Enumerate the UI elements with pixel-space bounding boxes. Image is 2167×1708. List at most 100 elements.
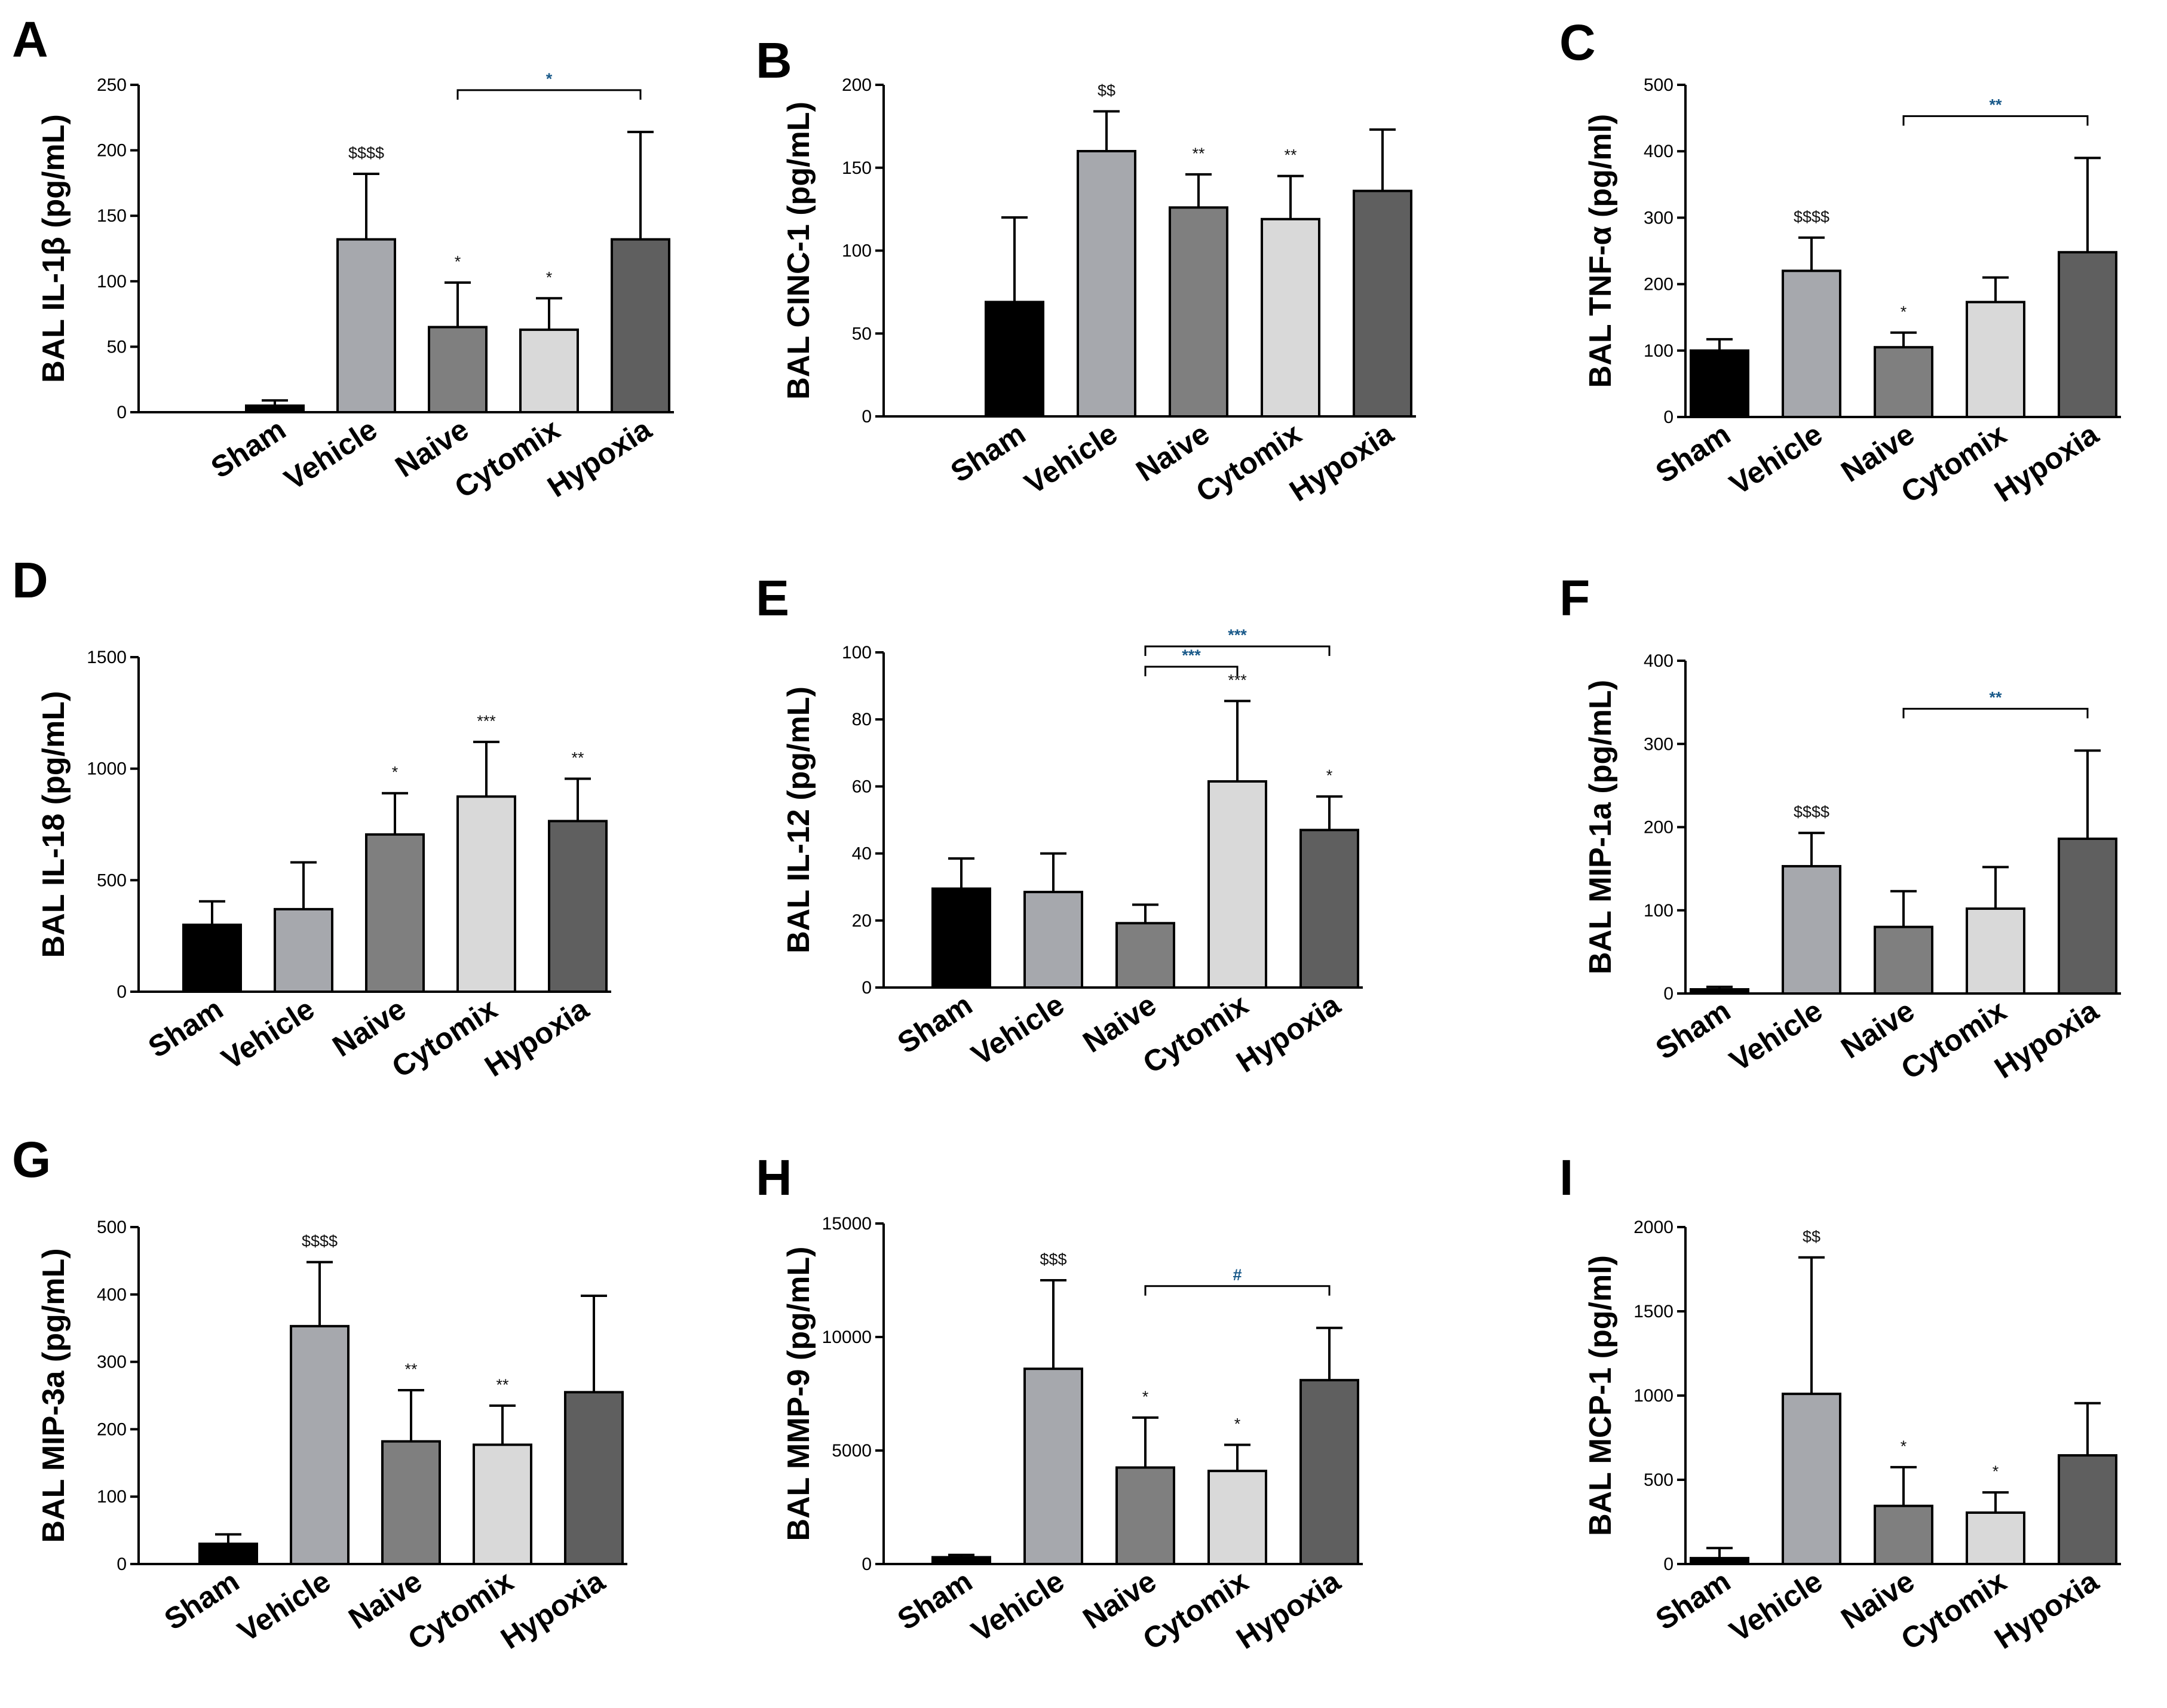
bar-naive xyxy=(1874,1504,1933,1565)
bar-sham xyxy=(931,1556,991,1566)
y-tick-label: 0 xyxy=(117,982,127,1002)
y-tick-label: 0 xyxy=(117,403,127,422)
y-tick-label: 300 xyxy=(97,1353,127,1372)
y-axis-title: BAL IL-1β (pg/mL) xyxy=(36,114,71,383)
bar-sham xyxy=(182,924,242,993)
y-axis-title: BAL MCP-1 (pg/ml) xyxy=(1583,1255,1618,1536)
bar-naive xyxy=(1169,206,1228,418)
x-category-label: Vehicle xyxy=(1724,417,1828,501)
bar-sham xyxy=(1690,349,1749,418)
bar-vehicle xyxy=(1782,864,1841,995)
x-category-label: Cytomix xyxy=(1137,1564,1254,1657)
x-category-label: Hypoxia xyxy=(1988,993,2105,1085)
x-category-label: Hypoxia xyxy=(1988,417,2105,509)
x-category-label: Vehicle xyxy=(1019,416,1123,501)
significance-label: ** xyxy=(404,1360,418,1378)
comparison-bracket xyxy=(1144,1285,1331,1296)
significance-label: ** xyxy=(571,749,584,766)
bar-naive xyxy=(1115,1466,1175,1565)
y-tick-label: 0 xyxy=(862,407,872,427)
y-tick-label: 0 xyxy=(862,1554,872,1574)
bar-cytomix xyxy=(1966,300,2025,418)
y-tick-label: 20 xyxy=(852,911,872,931)
x-category-label: Cytomix xyxy=(1895,1564,2012,1657)
bracket-significance-label: *** xyxy=(1182,646,1201,664)
x-category-label: Sham xyxy=(1650,417,1736,489)
bar-vehicle xyxy=(1023,1367,1083,1565)
x-category-label: Hypoxia xyxy=(495,1564,611,1656)
bracket-significance-label: ** xyxy=(1989,688,2002,706)
panel-letter: G xyxy=(12,1131,51,1188)
bar-vehicle xyxy=(1782,269,1841,418)
significance-label: ** xyxy=(1192,145,1205,162)
bar-hypoxia xyxy=(1299,829,1359,989)
significance-label: * xyxy=(546,268,553,286)
y-tick-label: 1500 xyxy=(87,648,127,667)
panel-e: E BAL IL-12 (pg/mL) 0 20 40 60 80 100 ShamVehicl… xyxy=(756,570,1363,1080)
panel-letter: C xyxy=(1559,14,1596,70)
bar-sham xyxy=(198,1543,258,1565)
bar-cytomix xyxy=(1207,780,1267,989)
y-tick-label: 100 xyxy=(1644,901,1673,921)
panel-c: C BAL TNF-α (pg/ml) 0 100 200 300 400 500 Sham $$… xyxy=(1559,14,2121,510)
y-tick-label: 100 xyxy=(97,272,127,292)
significance-label: * xyxy=(1326,766,1333,784)
y-axis-title: BAL MMP-9 (pg/mL) xyxy=(781,1247,816,1541)
panel-letter: A xyxy=(12,11,48,68)
bar-vehicle xyxy=(336,238,396,413)
bar-sham xyxy=(1690,988,1749,995)
bar-cytomix xyxy=(519,328,579,413)
x-category-label: Vehicle xyxy=(966,988,1070,1072)
panel-i: I BAL MCP-1 (pg/ml) 0 500 1000 1500 2000 Sham $$… xyxy=(1559,1149,2121,1657)
y-axis-title: BAL IL-12 (pg/mL) xyxy=(781,686,816,953)
significance-label: * xyxy=(1901,1437,1907,1455)
y-tick-label: 200 xyxy=(1644,275,1673,295)
bracket-significance-label: ** xyxy=(1989,96,2002,114)
y-tick-label: 10000 xyxy=(822,1327,872,1347)
y-axis-title: BAL MIP-3a (pg/mL) xyxy=(36,1248,71,1543)
comparison-bracket xyxy=(456,89,642,100)
x-category-label: Cytomix xyxy=(449,412,566,505)
panel-letter: H xyxy=(756,1149,792,1206)
y-tick-label: 1000 xyxy=(87,759,127,779)
panel-letter: D xyxy=(12,552,48,608)
bar-vehicle xyxy=(1023,891,1083,989)
bar-cytomix xyxy=(1207,1470,1267,1565)
y-tick-label: 100 xyxy=(1644,341,1673,361)
y-tick-label: 500 xyxy=(1644,1470,1673,1490)
x-category-label: Cytomix xyxy=(1895,993,2012,1086)
x-category-label: Cytomix xyxy=(402,1564,519,1657)
y-axis-title: BAL TNF-α (pg/ml) xyxy=(1583,114,1618,388)
bar-vehicle xyxy=(1782,1393,1841,1565)
y-tick-label: 150 xyxy=(842,158,872,178)
significance-label: * xyxy=(455,253,461,271)
bar-sham xyxy=(985,300,1044,418)
significance-label: $$$$ xyxy=(1794,208,1829,226)
bracket-significance-label: # xyxy=(1233,1266,1242,1284)
y-tick-label: 5000 xyxy=(832,1441,872,1461)
x-category-label: Sham xyxy=(158,1564,245,1636)
y-axis-title: BAL IL-18 (pg/mL) xyxy=(36,691,71,958)
significance-label: * xyxy=(1993,1462,1999,1480)
bar-cytomix xyxy=(456,795,516,993)
x-category-label: Vehicle xyxy=(966,1564,1070,1648)
x-category-label: Vehicle xyxy=(278,412,383,496)
comparison-bracket xyxy=(1902,707,2089,719)
x-category-label: Sham xyxy=(891,988,978,1060)
bracket-significance-label: *** xyxy=(1228,626,1247,644)
x-category-label: Sham xyxy=(1650,993,1736,1066)
y-tick-label: 0 xyxy=(117,1554,127,1574)
y-tick-label: 200 xyxy=(97,141,127,161)
y-tick-label: 200 xyxy=(97,1419,127,1439)
panel-a: A BAL IL-1β (pg/mL) 0 50 100 150 200 250 Sham $$$… xyxy=(12,11,674,505)
significance-label: $$$$ xyxy=(1794,803,1829,821)
panel-f: F BAL MIP-1a (pg/mL) 0 100 200 300 400 Sham $$$$… xyxy=(1559,570,2121,1086)
y-tick-label: 100 xyxy=(842,643,872,663)
bar-naive xyxy=(1115,922,1175,989)
x-category-label: Vehicle xyxy=(1724,1564,1828,1648)
bar-cytomix xyxy=(1966,907,2025,995)
y-tick-label: 500 xyxy=(1644,75,1673,95)
y-tick-label: 300 xyxy=(1644,734,1673,754)
x-category-label: Hypoxia xyxy=(1230,1564,1347,1656)
y-tick-label: 60 xyxy=(852,777,872,796)
